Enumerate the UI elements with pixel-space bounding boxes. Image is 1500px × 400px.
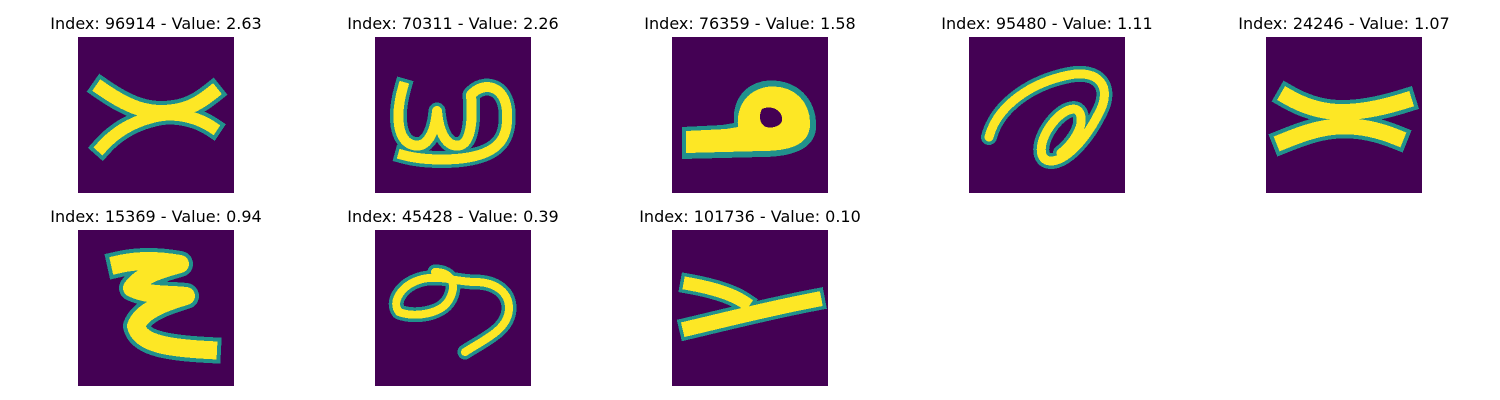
panel-title: Index: 76359 - Value: 1.58: [644, 14, 856, 33]
panel-title: Index: 24246 - Value: 1.07: [1238, 14, 1450, 33]
glyph-image-x-cross: [78, 37, 234, 193]
panel-title: Index: 70311 - Value: 2.26: [347, 14, 559, 33]
panel-title: Index: 15369 - Value: 0.94: [50, 207, 262, 226]
glyph-image-block-loop: [672, 37, 828, 193]
glyph-image-w-loop: [375, 37, 531, 193]
glyph-image-figure-8: [375, 230, 531, 386]
glyph-image-x-bold: [1266, 37, 1422, 193]
glyph-image-epsilon: [78, 230, 234, 386]
glyph-image-loop-curve: [969, 37, 1125, 193]
panel-title: Index: 95480 - Value: 1.11: [941, 14, 1153, 33]
panel-title: Index: 45428 - Value: 0.39: [347, 207, 559, 226]
panel-title: Index: 101736 - Value: 0.10: [639, 207, 861, 226]
panel-title: Index: 96914 - Value: 2.63: [50, 14, 262, 33]
glyph-image-y-shape: [672, 230, 828, 386]
